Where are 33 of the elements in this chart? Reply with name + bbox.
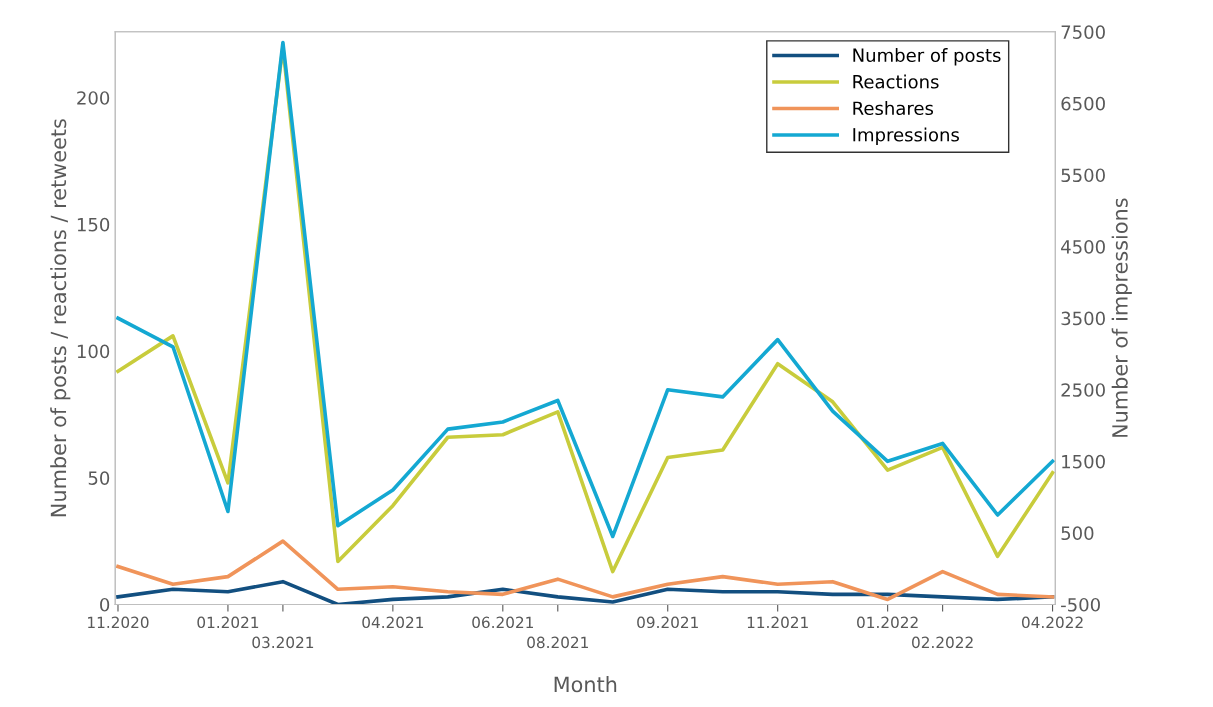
y-tick-label: 100: [77, 344, 110, 359]
y2-tick-label: 7500: [1061, 25, 1105, 39]
y2-tick-label: -500: [1061, 597, 1100, 612]
x-tick-label: 09.2021: [637, 616, 698, 629]
x-tick-label: 06.2021: [472, 616, 533, 629]
legend-label: Reshares: [853, 101, 934, 116]
x-tick-label: 03.2021: [252, 636, 314, 649]
x-tick-label: 11.2020: [88, 616, 149, 629]
y2-axis-title: Number of impressions: [1111, 198, 1132, 437]
x-axis-title: Month: [554, 676, 617, 693]
legend-label: Reactions: [853, 74, 939, 89]
y2-tick-label: 500: [1061, 526, 1094, 541]
y2-tick-label: 5500: [1061, 168, 1105, 183]
y2-tick-label: 1500: [1062, 454, 1105, 469]
y-tick-label: 50: [88, 471, 110, 485]
x-tick-label: 04.2021: [362, 616, 424, 629]
line-series: [116, 539, 1055, 602]
x-tick-label: 01.2021: [197, 616, 259, 629]
legend-label: Impressions: [853, 127, 959, 146]
y2-tick-label: 4500: [1061, 240, 1105, 254]
x-tick-label: 01.2022: [857, 616, 918, 629]
x-tick-label: 11.2021: [747, 616, 808, 629]
x-tick-label: 04.2022: [1021, 616, 1083, 629]
y-tick-label: 200: [77, 91, 110, 105]
legend-label: Number of posts: [853, 48, 1001, 66]
y2-tick-label: 2500: [1061, 383, 1105, 397]
y2-tick-label: 6500: [1061, 96, 1105, 111]
y-tick-label: 150: [77, 217, 110, 232]
x-tick-label: 08.2021: [527, 636, 588, 649]
y2-tick-label: 3500: [1061, 311, 1105, 326]
x-tick-label: 02.2022: [912, 636, 973, 649]
y-axis-title: Number of posts / reactions / retweets: [50, 119, 71, 517]
y-tick-label: 0: [100, 597, 110, 612]
